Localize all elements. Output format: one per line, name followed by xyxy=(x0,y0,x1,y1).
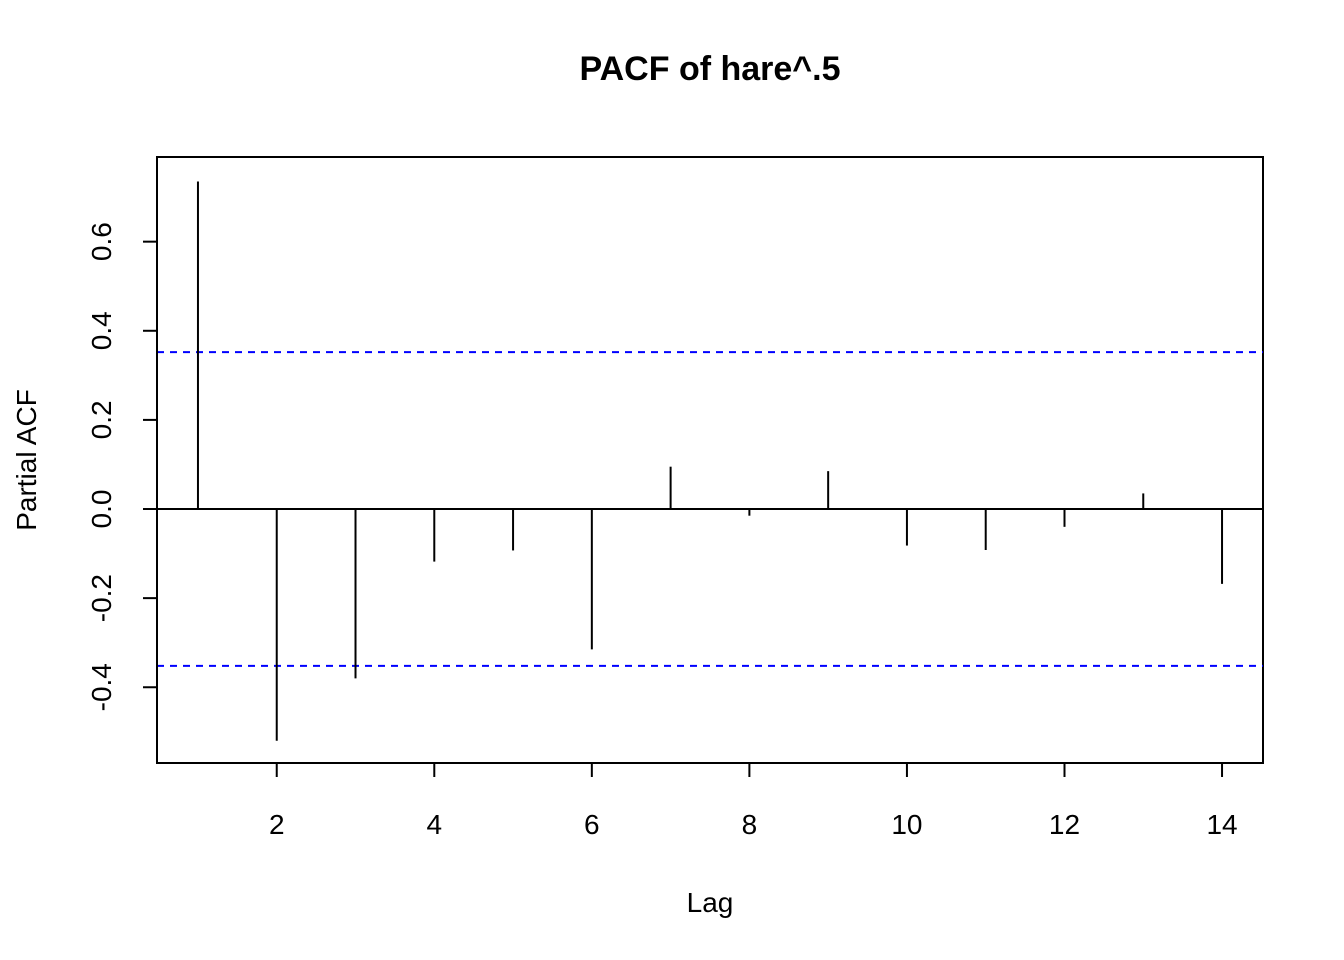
chart-title: PACF of hare^.5 xyxy=(579,50,840,88)
x-tick-label: 10 xyxy=(891,809,922,840)
x-tick-label: 14 xyxy=(1206,809,1237,840)
x-tick-label: 2 xyxy=(269,809,285,840)
x-tick-label: 8 xyxy=(742,809,758,840)
y-tick-label: 0.2 xyxy=(86,400,117,439)
x-axis-label: Lag xyxy=(687,887,734,918)
x-tick-label: 4 xyxy=(426,809,442,840)
plot-frame xyxy=(156,156,1264,764)
y-tick-label: -0.4 xyxy=(86,663,117,711)
x-tick-label: 12 xyxy=(1049,809,1080,840)
y-tick-label: 0.0 xyxy=(86,490,117,529)
y-axis-label: Partial ACF xyxy=(11,389,42,531)
y-tick-label: 0.6 xyxy=(86,222,117,261)
plot-area: 2 4 6 8 10 12 14 -0.4 -0.2 0.0 0.2 0.4 0.6 xyxy=(86,156,1264,840)
y-tick-label: 0.4 xyxy=(86,311,117,350)
x-tick-label: 6 xyxy=(584,809,600,840)
y-tick-label: -0.2 xyxy=(86,574,117,622)
